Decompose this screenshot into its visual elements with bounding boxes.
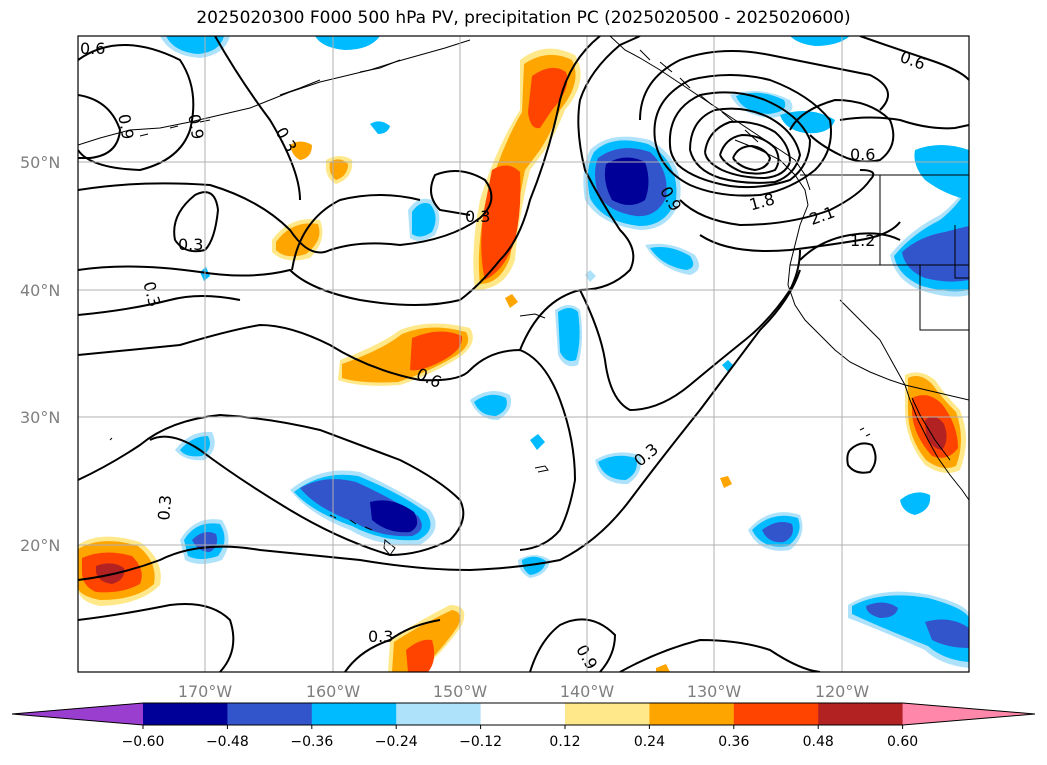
contour-label: 0.9 <box>114 113 137 141</box>
colorbar-tick-label: 0.36 <box>718 734 749 750</box>
colorbar-segment <box>396 703 482 725</box>
colorbar-segment <box>480 703 566 725</box>
contour-label: 0.9 <box>184 113 207 141</box>
contour-label: 1.2 <box>850 231 875 250</box>
colorbar-tick-label: 0.60 <box>887 734 918 750</box>
lat-label: 30°N <box>20 408 60 427</box>
colorbar-segment <box>733 703 819 725</box>
colorbar-tick-label: −0.60 <box>122 734 165 750</box>
colorbar-segment <box>818 703 904 725</box>
colorbar-segment <box>227 703 313 725</box>
colorbar-tick-label: 0.48 <box>803 734 834 750</box>
contour-label: 0.3 <box>178 235 203 254</box>
colorbar-tick-label: −0.48 <box>206 734 249 750</box>
colorbar-segment <box>565 703 650 725</box>
map-content: 0.6 0.9 0.9 0.3 0.3 0.3 0.3 0.6 0.3 0.3 … <box>78 36 969 672</box>
lat-label: 20°N <box>20 536 60 555</box>
colorbar-extend-min <box>12 703 143 725</box>
colorbar-tick-label: −0.24 <box>375 734 418 750</box>
contour-label: 0.3 <box>154 494 175 521</box>
lat-label: 40°N <box>20 281 60 300</box>
colorbar: −0.60 −0.48 −0.36 −0.24 −0.12 0.12 0.24 0.36 0.4… <box>11 702 1036 750</box>
lon-label: 120°W <box>815 682 870 701</box>
colorbar-segment <box>311 703 397 725</box>
lon-label: 130°W <box>687 682 742 701</box>
colorbar-segment <box>143 703 228 725</box>
lon-label: 150°W <box>433 682 488 701</box>
lon-labels: 170°W 160°W 150°W 140°W 130°W 120°W <box>178 682 870 701</box>
contour-label: 0.3 <box>368 627 393 646</box>
lat-labels: 50°N 40°N 30°N 20°N <box>20 153 60 555</box>
contour-label: 0.3 <box>465 207 490 226</box>
colorbar-tick-label: 0.24 <box>634 734 665 750</box>
lon-label: 160°W <box>306 682 361 701</box>
gridlines <box>78 36 969 672</box>
colorbar-extend-max <box>902 703 1035 725</box>
map-frame <box>77 35 970 673</box>
colorbar-tick-label: −0.12 <box>459 734 502 750</box>
contour-label: 0.6 <box>80 39 105 58</box>
lon-label: 170°W <box>178 682 233 701</box>
map-title: 2025020300 F000 500 hPa PV, precipitatio… <box>196 8 851 28</box>
colorbar-tick-label: −0.36 <box>290 734 333 750</box>
colorbar-segment <box>649 703 735 725</box>
lat-label: 50°N <box>20 153 60 172</box>
colorbar-tick-label: 0.12 <box>549 734 580 750</box>
lon-label: 140°W <box>560 682 615 701</box>
contour-label: 0.6 <box>850 145 875 164</box>
